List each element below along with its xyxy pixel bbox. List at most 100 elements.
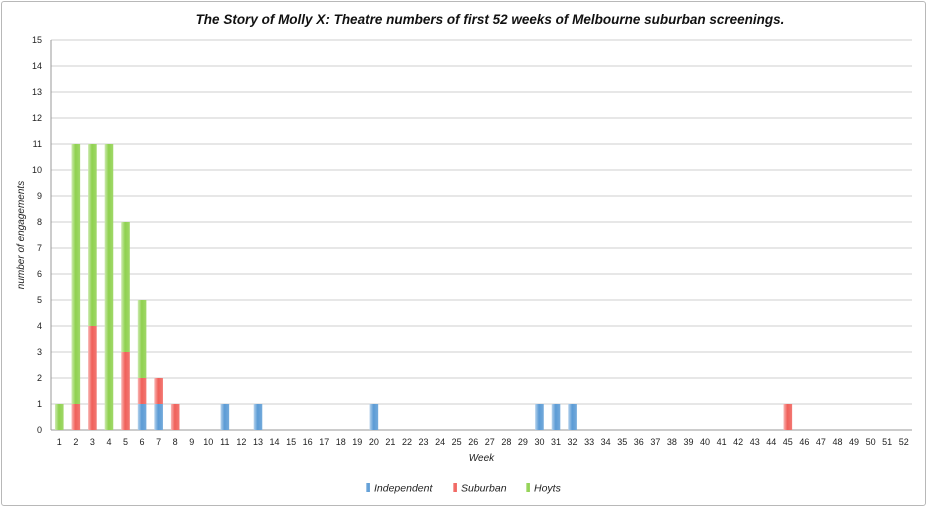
x-tick-label: 46: [799, 437, 809, 447]
x-tick-label: 24: [435, 437, 445, 447]
bar-suburban-week-45: [783, 404, 793, 430]
x-tick-label: 2: [73, 437, 78, 447]
bar-suburban-week-8: [170, 404, 180, 430]
x-tick-label: 16: [303, 437, 313, 447]
bar-independent-week-31: [551, 404, 561, 430]
bar-suburban-week-6: [137, 378, 147, 404]
y-axis-label: number of engagements: [16, 181, 27, 289]
x-tick-label: 19: [352, 437, 362, 447]
x-tick-label: 38: [667, 437, 677, 447]
x-tick-label: 47: [816, 437, 826, 447]
hoyts-legend-swatch: [526, 483, 530, 492]
x-tick-labels: 1 2 3 4 5 6 7 8 9 10 11 12 13 14 15 16 17 18 19 20 21 22 23 24 2…: [57, 437, 909, 447]
x-tick-label: 30: [534, 437, 544, 447]
bar-suburban-week-7: [154, 378, 163, 404]
y-tick-label: 3: [37, 347, 42, 357]
x-tick-label: 41: [717, 437, 727, 447]
suburban-legend-swatch: [453, 483, 457, 492]
bar-suburban-week-5: [121, 352, 130, 430]
x-tick-label: 25: [452, 437, 462, 447]
x-tick-label: 27: [485, 437, 495, 447]
x-tick-label: 14: [270, 437, 280, 447]
grid-lines: [50, 39, 912, 431]
bar-independent-week-32: [568, 404, 577, 430]
suburban-legend-label: Suburban: [461, 483, 507, 495]
y-tick-label: 0: [37, 425, 42, 435]
x-tick-label: 40: [700, 437, 710, 447]
y-tick-label: 11: [33, 139, 42, 149]
x-tick-label: 13: [253, 437, 263, 447]
x-tick-label: 7: [156, 437, 161, 447]
x-tick-label: 32: [568, 437, 578, 447]
x-tick-label: 4: [106, 437, 111, 447]
x-tick-label: 29: [518, 437, 528, 447]
bar-hoyts-week-4: [104, 144, 114, 430]
x-tick-label: 43: [750, 437, 760, 447]
independent-legend-swatch: [366, 483, 370, 492]
x-tick-label: 10: [203, 437, 213, 447]
bar-hoyts-week-3: [88, 144, 97, 326]
bar-hoyts-week-1: [54, 404, 64, 430]
x-tick-label: 6: [140, 437, 145, 447]
x-tick-label: 49: [849, 437, 859, 447]
x-tick-label: 50: [866, 437, 876, 447]
x-tick-label: 33: [584, 437, 594, 447]
bar-independent-week-30: [535, 404, 544, 430]
chart-title: The Story of Molly X: Theatre numbers of…: [195, 12, 785, 27]
x-tick-label: 51: [882, 437, 892, 447]
y-tick-label: 8: [37, 217, 42, 227]
x-tick-label: 34: [601, 437, 611, 447]
y-tick-label: 14: [32, 61, 42, 71]
bar-independent-week-20: [369, 404, 379, 430]
independent-legend-label: Independent: [374, 483, 433, 495]
x-tick-label: 23: [419, 437, 429, 447]
bar-independent-week-7: [154, 404, 163, 430]
x-tick-label: 12: [236, 437, 246, 447]
x-tick-label: 21: [385, 437, 395, 447]
bar-hoyts-week-2: [71, 144, 81, 404]
bar-independent-week-6: [137, 404, 147, 430]
x-tick-label: 36: [634, 437, 644, 447]
x-tick-label: 8: [173, 437, 178, 447]
legend: Independent Suburban Hoyts: [366, 483, 562, 495]
x-tick-label: 15: [286, 437, 296, 447]
bars: [54, 144, 793, 430]
bar-independent-week-13: [253, 404, 263, 430]
y-tick-label: 5: [37, 295, 42, 305]
y-tick-label: 9: [37, 191, 42, 201]
y-tick-label: 15: [32, 35, 42, 45]
x-tick-label: 20: [369, 437, 379, 447]
x-tick-label: 26: [468, 437, 478, 447]
x-tick-label: 45: [783, 437, 793, 447]
x-tick-label: 35: [617, 437, 627, 447]
bar-hoyts-week-5: [121, 222, 130, 352]
x-axis-label: Week: [469, 453, 495, 464]
x-tick-label: 11: [220, 437, 229, 447]
bar-suburban-week-3: [88, 326, 97, 430]
y-tick-label: 4: [37, 321, 42, 331]
x-tick-label: 42: [733, 437, 743, 447]
y-tick-label: 2: [37, 373, 42, 383]
x-tick-label: 9: [189, 437, 194, 447]
hoyts-legend-label: Hoyts: [534, 483, 562, 495]
y-tick-label: 1: [37, 399, 42, 409]
bar-independent-week-11: [220, 404, 230, 430]
x-tick-label: 52: [899, 437, 909, 447]
x-tick-label: 3: [90, 437, 95, 447]
x-tick-label: 22: [402, 437, 412, 447]
x-tick-label: 48: [832, 437, 842, 447]
x-tick-label: 28: [501, 437, 511, 447]
y-tick-label: 10: [32, 165, 42, 175]
x-tick-label: 37: [650, 437, 660, 447]
x-tick-label: 39: [683, 437, 693, 447]
x-tick-label: 31: [551, 437, 561, 447]
x-tick-label: 44: [766, 437, 776, 447]
y-tick-label: 6: [37, 269, 42, 279]
bar-suburban-week-2: [71, 404, 81, 430]
y-tick-label: 13: [32, 87, 42, 97]
y-tick-label: 12: [32, 113, 42, 123]
x-tick-label: 18: [336, 437, 346, 447]
bar-hoyts-week-6: [137, 300, 147, 378]
